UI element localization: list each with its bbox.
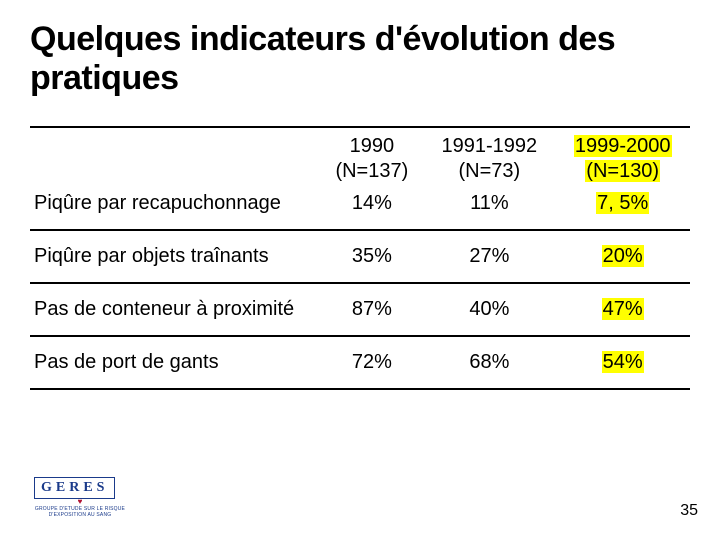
cell-0-2-val: 7, 5% bbox=[596, 192, 649, 214]
row-label-1: Piqûre par objets traînants bbox=[30, 230, 320, 283]
row-label-2: Pas de conteneur à proximité bbox=[30, 283, 320, 336]
col-n-1: (N=73) bbox=[459, 160, 521, 182]
col-year-0: 1990 bbox=[350, 135, 395, 157]
col-header-0: 1990 (N=137) bbox=[320, 127, 423, 188]
col-n-0: (N=137) bbox=[335, 160, 408, 182]
col-n-2: (N=130) bbox=[585, 160, 660, 182]
cell-2-2-val: 47% bbox=[602, 298, 644, 320]
cell-1-2-val: 20% bbox=[602, 245, 644, 267]
table-header-row: 1990 (N=137) 1991-1992 (N=73) 1999-2000 … bbox=[30, 127, 690, 188]
cell-0-2: 7, 5% bbox=[555, 188, 690, 230]
cell-2-1: 40% bbox=[423, 283, 555, 336]
page-title: Quelques indicateurs d'évolution des pra… bbox=[30, 20, 690, 98]
logo-text: GERES bbox=[34, 477, 115, 499]
cell-1-2: 20% bbox=[555, 230, 690, 283]
logo: GERES ♥ GROUPE D'ETUDE SUR LE RISQUE D'E… bbox=[34, 477, 126, 518]
cell-3-1: 68% bbox=[423, 336, 555, 389]
cell-0-0: 14% bbox=[320, 188, 423, 230]
cell-3-2: 54% bbox=[555, 336, 690, 389]
cell-1-1: 27% bbox=[423, 230, 555, 283]
page-number: 35 bbox=[680, 502, 698, 520]
table-row: Piqûre par objets traînants 35% 27% 20% bbox=[30, 230, 690, 283]
cell-1-0: 35% bbox=[320, 230, 423, 283]
cell-2-2: 47% bbox=[555, 283, 690, 336]
col-year-2: 1999-2000 bbox=[574, 135, 672, 157]
indicators-table: 1990 (N=137) 1991-1992 (N=73) 1999-2000 … bbox=[30, 126, 690, 390]
row-label-0: Piqûre par recapuchonnage bbox=[30, 188, 320, 230]
cell-3-0: 72% bbox=[320, 336, 423, 389]
logo-subtitle-2: D'EXPOSITION AU SANG bbox=[34, 513, 126, 518]
table-row: Pas de conteneur à proximité 87% 40% 47% bbox=[30, 283, 690, 336]
cell-3-2-val: 54% bbox=[602, 351, 644, 373]
cell-0-1: 11% bbox=[423, 188, 555, 230]
col-header-1: 1991-1992 (N=73) bbox=[423, 127, 555, 188]
header-blank bbox=[30, 127, 320, 188]
col-header-2: 1999-2000 (N=130) bbox=[555, 127, 690, 188]
cell-2-0: 87% bbox=[320, 283, 423, 336]
row-label-3: Pas de port de gants bbox=[30, 336, 320, 389]
table-row: Piqûre par recapuchonnage 14% 11% 7, 5% bbox=[30, 188, 690, 230]
col-year-1: 1991-1992 bbox=[442, 135, 538, 157]
table-row: Pas de port de gants 72% 68% 54% bbox=[30, 336, 690, 389]
